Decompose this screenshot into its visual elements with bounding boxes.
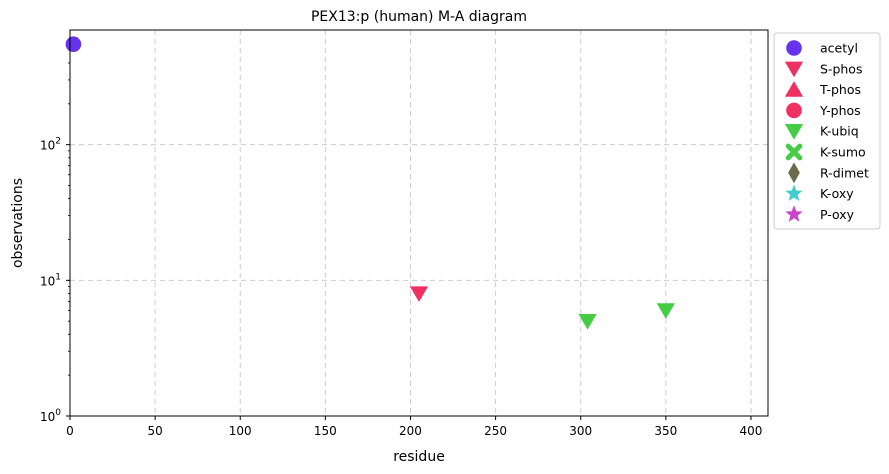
x-tick-label: 300 — [569, 424, 592, 438]
chart-title: PEX13:p (human) M-A diagram — [311, 9, 527, 25]
x-tick-label: 400 — [740, 424, 763, 438]
point-k-ubiq — [656, 303, 675, 319]
legend-marker-p-oxy — [785, 205, 803, 222]
legend-marker-y-phos — [786, 102, 802, 119]
x-tick-label: 250 — [484, 424, 507, 438]
y-tick-label: 100 — [40, 408, 61, 424]
x-tick-label: 350 — [654, 424, 677, 438]
legend-box — [773, 32, 881, 230]
point-k-ubiq — [578, 314, 597, 330]
plot-frame — [69, 29, 769, 417]
x-tick-label: 0 — [66, 424, 74, 438]
legend-label-k-ubiq: K-ubiq — [820, 124, 859, 139]
legend-marker-k-oxy — [785, 184, 803, 201]
legend-label-k-sumo: K-sumo — [820, 145, 866, 160]
legend-marker-r-dimet — [788, 162, 800, 184]
legend-label-k-oxy: K-oxy — [820, 186, 854, 201]
legend-marker-k-ubiq — [784, 124, 804, 140]
data-points — [65, 36, 675, 330]
legend-marker-acetyl — [786, 40, 802, 56]
x-axis-ticks: 0 50 100 150 200 250 300 350 400 — [66, 416, 762, 438]
grid-lines — [70, 30, 768, 416]
legend-label-t-phos: T-phos — [819, 82, 861, 97]
legend-marker-t-phos — [784, 81, 804, 97]
legend-marker-k-sumo — [785, 143, 803, 161]
legend: acetyl S-phos T-phos Y-phos K-ubiq K-sumo R-di… — [773, 32, 881, 230]
legend-label-acetyl: acetyl — [820, 41, 858, 56]
legend-label-s-phos: S-phos — [820, 61, 862, 76]
legend-marker-s-phos — [784, 61, 804, 78]
y-tick-label: 101 — [40, 272, 61, 288]
legend-label-y-phos: Y-phos — [819, 103, 861, 118]
legend-label-r-dimet: R-dimet — [820, 165, 869, 180]
x-tick-label: 100 — [229, 424, 252, 438]
x-tick-label: 150 — [314, 424, 337, 438]
legend-label-p-oxy: P-oxy — [820, 207, 855, 222]
y-tick-label: 102 — [40, 137, 61, 153]
x-tick-label: 50 — [147, 424, 162, 438]
y-axis-ticks: 100 101 102 — [40, 137, 70, 424]
x-axis-label: residue — [393, 449, 445, 465]
y-axis-label: observations — [10, 178, 26, 268]
x-tick-label: 200 — [399, 424, 422, 438]
point-acetyl — [65, 36, 82, 53]
point-s-phos — [409, 286, 429, 302]
